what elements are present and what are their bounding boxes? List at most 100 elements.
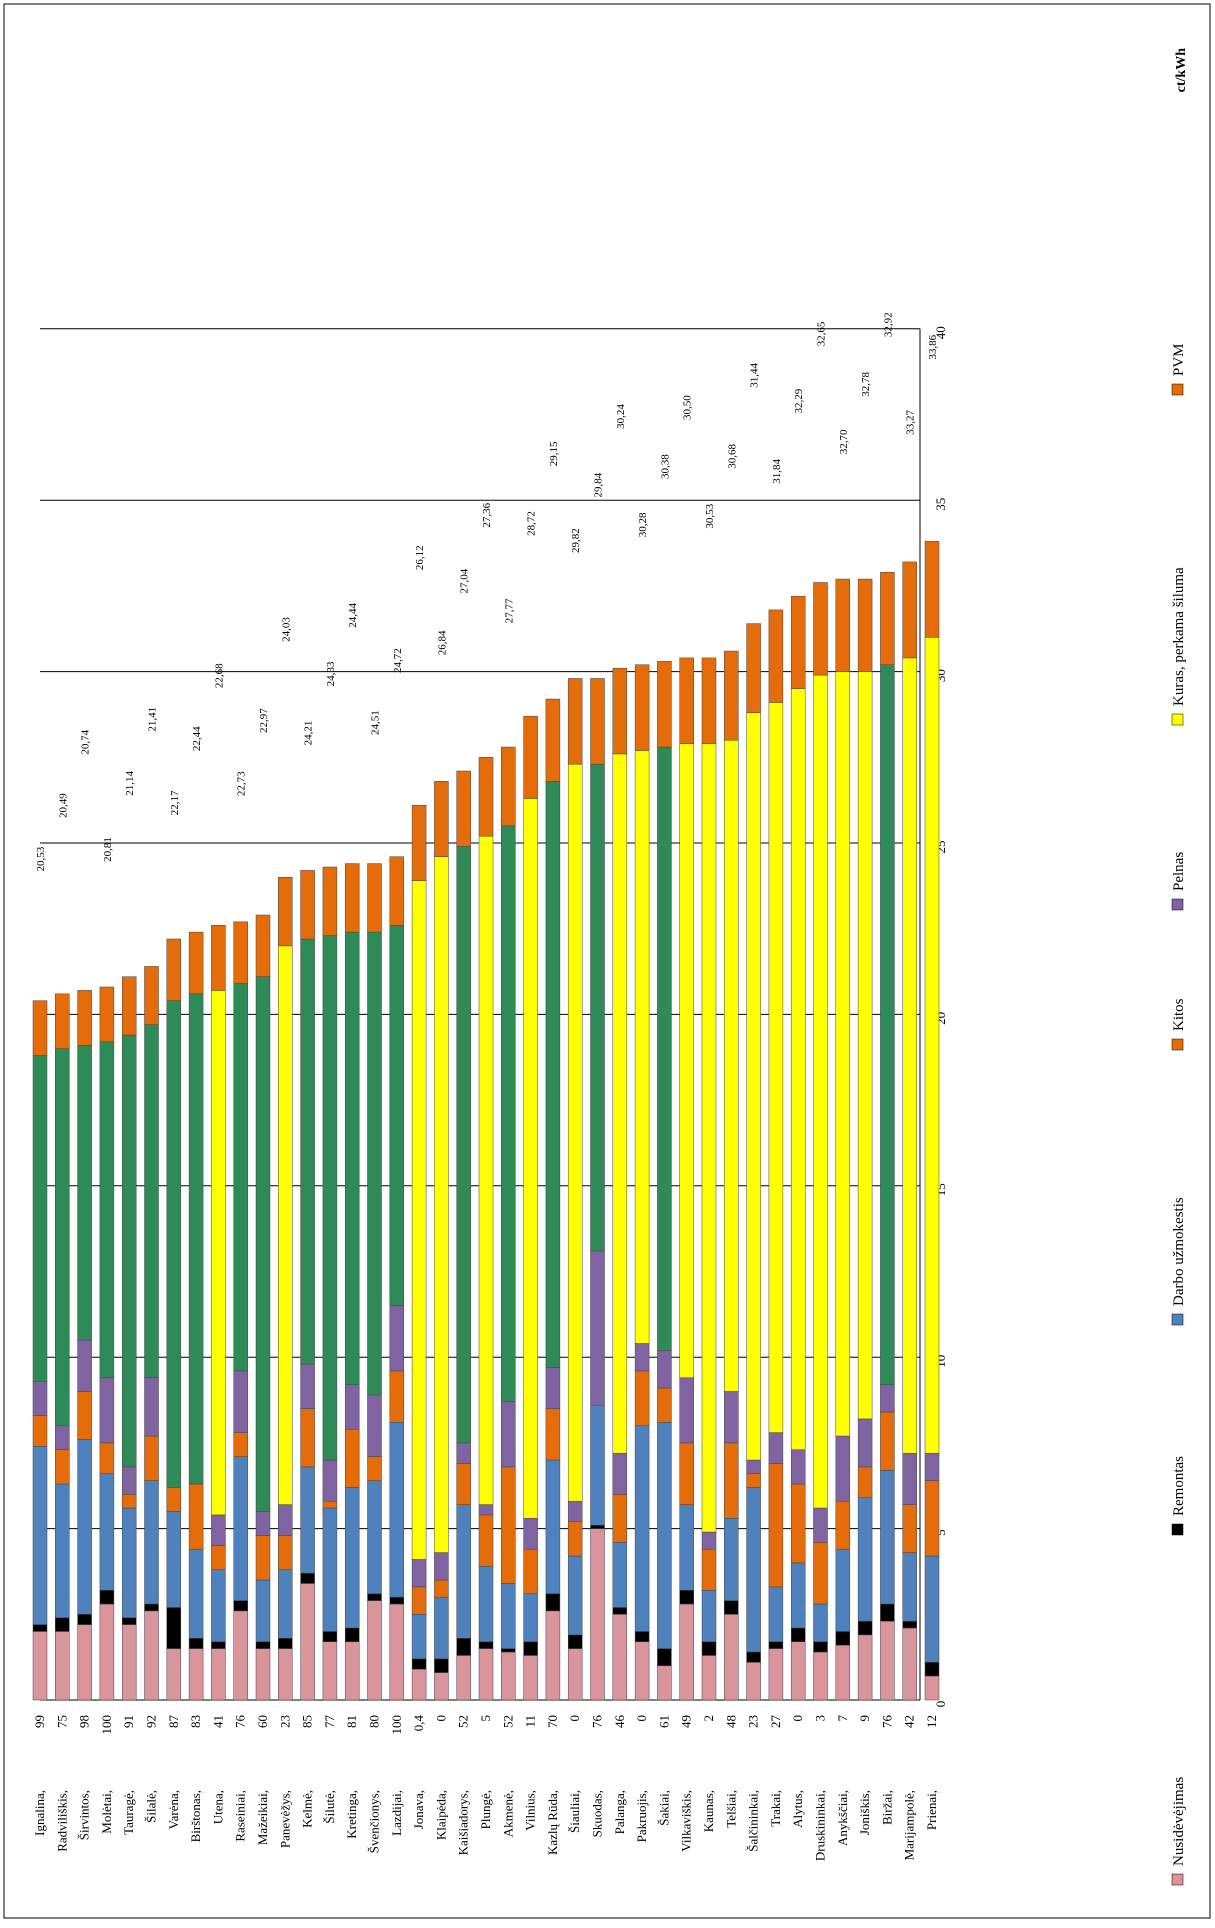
bar-segment-30-6 <box>679 743 694 1379</box>
bar-segment-7-2 <box>166 1607 182 1649</box>
bar-segment-40-1 <box>902 1627 917 1701</box>
bar-segment-40-2 <box>902 1620 917 1629</box>
bar-segment-14-3 <box>322 1507 338 1632</box>
bar-segment-35-5 <box>790 1449 806 1485</box>
bar-segment-41-4 <box>924 1480 940 1557</box>
bar-segment-34-5 <box>768 1432 784 1464</box>
bar-segment-16-7 <box>367 931 382 1396</box>
total-label-38: 32,78 <box>860 371 872 396</box>
bar-segment-26-3 <box>590 1404 605 1526</box>
bar-segment-34-1 <box>768 1648 784 1701</box>
bar-segment-35-1 <box>790 1641 806 1701</box>
bar-segment-6-3 <box>144 1480 159 1605</box>
bar-segment-36-1 <box>813 1651 828 1701</box>
bar-segment-24-7 <box>545 781 561 1368</box>
category-label-24: Kazlų Rūda, <box>545 1790 560 1855</box>
bar-segment-4-7 <box>99 1041 115 1379</box>
bar-segment-23-2 <box>523 1641 538 1656</box>
legend-swatch-2 <box>1171 1523 1184 1536</box>
bar-segment-29-7 <box>657 746 672 1351</box>
bar-segment-32-1 <box>724 1614 739 1701</box>
bar-segment-14-7 <box>322 935 338 1461</box>
bar-segment-35-8 <box>790 595 806 689</box>
category-label-3: Širvintos, <box>77 1790 92 1840</box>
category-label-15: Kretinga, <box>344 1790 359 1839</box>
bar-segment-5-1 <box>121 1624 137 1701</box>
total-label-41: 33,86 <box>927 334 939 359</box>
bar-segment-2-5 <box>55 1425 70 1451</box>
bar-segment-27-6 <box>612 753 628 1454</box>
bar-segment-4-1 <box>99 1603 115 1701</box>
bar-segment-3-8 <box>77 990 92 1046</box>
category-label-34: Trakai, <box>768 1790 783 1827</box>
chart-frame <box>3 3 1211 1919</box>
category-value-21: 5 <box>478 1715 493 1722</box>
bar-segment-10-2 <box>233 1600 248 1612</box>
bar-segment-4-2 <box>99 1590 115 1605</box>
bar-segment-41-2 <box>924 1662 940 1677</box>
bar-segment-28-8 <box>634 664 650 751</box>
total-label-32: 30,68 <box>726 443 738 468</box>
category-label-5: Tauragė, <box>121 1790 136 1835</box>
bar-segment-17-7 <box>389 925 405 1307</box>
bar-segment-24-8 <box>545 698 561 782</box>
bar-segment-2-4 <box>55 1449 70 1485</box>
bar-segment-10-7 <box>233 983 248 1372</box>
category-value-15: 81 <box>344 1715 359 1728</box>
bar-segment-34-8 <box>768 609 784 703</box>
legend-label-5: Pelnas <box>1171 852 1187 891</box>
bar-segment-34-6 <box>768 702 784 1433</box>
bar-segment-24-2 <box>545 1593 561 1612</box>
category-value-29: 61 <box>656 1715 671 1728</box>
bar-segment-29-5 <box>657 1350 672 1389</box>
bar-segment-7-8 <box>166 938 182 1001</box>
category-value-40: 42 <box>902 1715 917 1728</box>
bar-segment-21-8 <box>478 757 494 837</box>
category-label-41: Prienai, <box>924 1790 939 1830</box>
total-label-2: 20,49 <box>57 793 69 818</box>
bar-segment-14-8 <box>322 866 338 936</box>
bar-segment-29-4 <box>657 1387 672 1423</box>
category-label-26: Skuodas, <box>590 1790 605 1837</box>
category-value-13: 85 <box>300 1715 315 1728</box>
bar-segment-18-8 <box>411 805 427 881</box>
bar-segment-36-6 <box>813 674 828 1509</box>
category-value-2: 75 <box>54 1715 69 1728</box>
bar-segment-2-3 <box>55 1483 70 1618</box>
bar-segment-31-6 <box>701 743 717 1533</box>
category-value-32: 48 <box>723 1715 738 1728</box>
bar-segment-34-3 <box>768 1586 784 1642</box>
bar-segment-33-1 <box>746 1662 761 1701</box>
bar-segment-27-4 <box>612 1494 628 1543</box>
bar-segment-30-4 <box>679 1442 694 1505</box>
bar-segment-1-4 <box>32 1415 48 1447</box>
category-value-27: 46 <box>612 1715 627 1729</box>
tick-label-35: 35 <box>933 498 948 511</box>
bar-segment-36-4 <box>813 1542 828 1605</box>
category-value-11: 60 <box>255 1715 270 1728</box>
total-label-13: 24,21 <box>303 721 315 746</box>
bar-segment-40-3 <box>902 1552 917 1622</box>
bar-segment-38-8 <box>857 578 873 672</box>
bar-segment-21-1 <box>478 1648 494 1701</box>
bar-segment-38-5 <box>857 1418 873 1468</box>
bar-segment-6-1 <box>144 1610 159 1701</box>
category-value-25: 0 <box>567 1715 582 1722</box>
tick-label-5: 5 <box>933 1529 948 1536</box>
bar-segment-7-3 <box>166 1511 182 1608</box>
category-value-20: 52 <box>456 1715 471 1728</box>
legend-swatch-3 <box>1171 1313 1184 1326</box>
category-value-35: 0 <box>790 1715 805 1722</box>
total-label-26: 29,84 <box>593 472 605 497</box>
total-label-14: 24,33 <box>325 661 337 686</box>
category-value-26: 76 <box>590 1715 605 1729</box>
bar-segment-13-2 <box>300 1572 315 1584</box>
bar-segment-1-7 <box>32 1055 48 1382</box>
bar-segment-35-4 <box>790 1483 806 1564</box>
total-label-31: 30,53 <box>704 503 716 528</box>
legend-swatch-5 <box>1171 898 1184 911</box>
bar-segment-28-3 <box>634 1425 650 1632</box>
total-label-24: 29,15 <box>548 441 560 466</box>
category-label-32: Telšiai, <box>723 1790 738 1828</box>
bar-segment-37-1 <box>835 1644 851 1701</box>
